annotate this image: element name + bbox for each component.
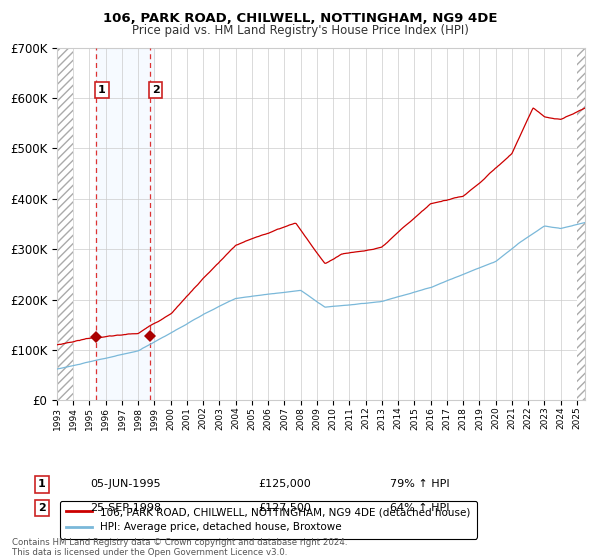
Text: Price paid vs. HM Land Registry's House Price Index (HPI): Price paid vs. HM Land Registry's House … xyxy=(131,24,469,37)
Text: 2: 2 xyxy=(152,85,160,95)
Text: 79% ↑ HPI: 79% ↑ HPI xyxy=(390,479,449,489)
Text: £127,500: £127,500 xyxy=(258,503,311,513)
Text: 64% ↑ HPI: 64% ↑ HPI xyxy=(390,503,449,513)
Text: Contains HM Land Registry data © Crown copyright and database right 2024.
This d: Contains HM Land Registry data © Crown c… xyxy=(12,538,347,557)
Text: 1: 1 xyxy=(38,479,46,489)
Text: 1: 1 xyxy=(98,85,106,95)
Text: 106, PARK ROAD, CHILWELL, NOTTINGHAM, NG9 4DE: 106, PARK ROAD, CHILWELL, NOTTINGHAM, NG… xyxy=(103,12,497,25)
Text: £125,000: £125,000 xyxy=(258,479,311,489)
Text: 25-SEP-1998: 25-SEP-1998 xyxy=(90,503,161,513)
Bar xyxy=(577,48,585,400)
Text: 05-JUN-1995: 05-JUN-1995 xyxy=(90,479,161,489)
Bar xyxy=(95,48,154,400)
Legend: 106, PARK ROAD, CHILWELL, NOTTINGHAM, NG9 4DE (detached house), HPI: Average pri: 106, PARK ROAD, CHILWELL, NOTTINGHAM, NG… xyxy=(59,501,477,539)
Bar xyxy=(57,48,73,400)
Text: 2: 2 xyxy=(38,503,46,513)
